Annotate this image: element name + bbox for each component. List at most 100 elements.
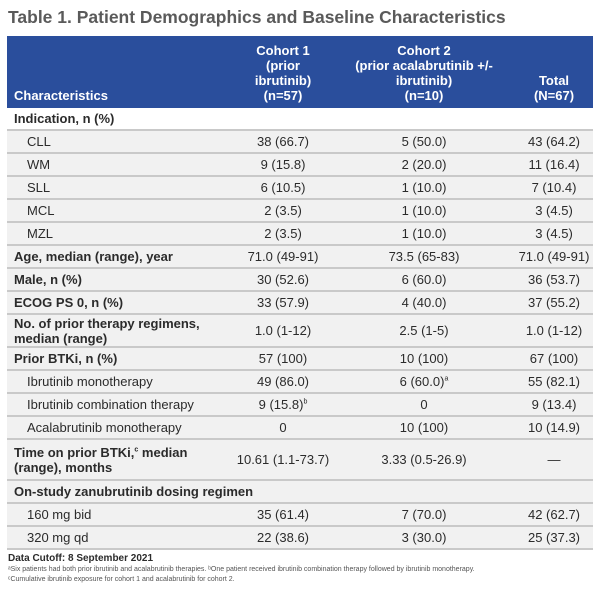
cohort2-value: 6 (60.0)a: [333, 370, 515, 394]
row-label: Age, median (range), year: [7, 245, 233, 269]
table-row: WM 9 (15.8) 2 (20.0) 11 (16.4): [7, 153, 593, 177]
cohort1-value: 6 (10.5): [233, 176, 333, 200]
row-label: WM: [7, 153, 233, 177]
row-label: On-study zanubrutinib dosing regimen: [7, 480, 253, 504]
table-row: Age, median (range), year 71.0 (49-91) 73.…: [7, 245, 593, 269]
cohort2-value: 2.5 (1-5): [333, 314, 515, 348]
table-row: No. of prior therapy regimens, median (r…: [7, 314, 593, 348]
row-label: No. of prior therapy regimens, median (r…: [7, 314, 233, 348]
cohort2-value: 2 (20.0): [333, 153, 515, 177]
header-row: Characteristics Cohort 1 (prior ibrutinib)…: [7, 36, 593, 108]
header-cohort1: Cohort 1 (prior ibrutinib) (n=57): [233, 36, 333, 108]
table-title: Table 1. Patient Demographics and Baseli…: [8, 7, 506, 27]
row-label: Ibrutinib combination therapy: [7, 393, 233, 417]
total-value: —: [515, 439, 593, 481]
row-label: SLL: [7, 176, 233, 200]
table-row: MCL 2 (3.5) 1 (10.0) 3 (4.5): [7, 199, 593, 223]
cohort1-value: 30 (52.6): [233, 268, 333, 292]
cohort2-value: 5 (50.0): [333, 130, 515, 154]
cohort1-value: 9 (15.8)b: [233, 393, 333, 417]
total-value: 10 (14.9): [515, 416, 593, 440]
cohort2-value: 3 (30.0): [333, 526, 515, 550]
total-value: 42 (62.7): [515, 503, 593, 527]
row-label: ECOG PS 0, n (%): [7, 291, 233, 315]
demographics-table: Characteristics Cohort 1 (prior ibrutinib)…: [7, 36, 593, 550]
cohort2-value: [333, 108, 515, 131]
cohort2-value: 3.33 (0.5-26.9): [333, 439, 515, 481]
table-row: Prior BTKi, n (%) 57 (100) 10 (100) 67 (100…: [7, 347, 593, 371]
cohort2-value: 4 (40.0): [333, 291, 515, 315]
total-value: 3 (4.5): [515, 222, 593, 246]
cohort2-value: [333, 480, 515, 504]
total-value: 7 (10.4): [515, 176, 593, 200]
header-total: Total (N=67): [515, 36, 593, 108]
row-label: Male, n (%): [7, 268, 233, 292]
footnote-c: ᶜCumulative ibrutinib exposure for cohor…: [8, 576, 235, 583]
cohort1-value: 2 (3.5): [233, 199, 333, 223]
total-value: [515, 108, 593, 131]
table-row: Acalabrutinib monotherapy 0 10 (100) 10 (14…: [7, 416, 593, 440]
table-row: Ibrutinib combination therapy 9 (15.8)b 0 9…: [7, 393, 593, 417]
cohort1-value: 9 (15.8): [233, 153, 333, 177]
table-row: SLL 6 (10.5) 1 (10.0) 7 (10.4): [7, 176, 593, 200]
cohort1-value: [233, 480, 333, 504]
table-row: Indication, n (%): [7, 108, 593, 131]
table-row: Ibrutinib monotherapy 49 (86.0) 6 (60.0)a 5…: [7, 370, 593, 394]
cohort1-value: 22 (38.6): [233, 526, 333, 550]
total-value: 37 (55.2): [515, 291, 593, 315]
table-row: 320 mg qd 22 (38.6) 3 (30.0) 25 (37.3): [7, 526, 593, 550]
total-value: 9 (13.4): [515, 393, 593, 417]
cohort1-value: 57 (100): [233, 347, 333, 371]
table-row: CLL 38 (66.7) 5 (50.0) 43 (64.2): [7, 130, 593, 154]
row-label: Ibrutinib monotherapy: [7, 370, 233, 394]
table-row: Time on prior BTKi,c median (range), mon…: [7, 439, 593, 481]
cohort1-value: 33 (57.9): [233, 291, 333, 315]
cohort2-value: 1 (10.0): [333, 222, 515, 246]
cohort1-value: [233, 108, 333, 131]
total-value: 1.0 (1-12): [515, 314, 593, 348]
cohort2-value: 1 (10.0): [333, 199, 515, 223]
row-label: Acalabrutinib monotherapy: [7, 416, 233, 440]
row-label: 160 mg bid: [7, 503, 233, 527]
total-value: 67 (100): [515, 347, 593, 371]
cohort2-value: 6 (60.0): [333, 268, 515, 292]
cohort1-value: 49 (86.0): [233, 370, 333, 394]
row-label: Prior BTKi, n (%): [7, 347, 233, 371]
row-label: 320 mg qd: [7, 526, 233, 550]
row-label: Time on prior BTKi,c median (range), mon…: [7, 439, 233, 481]
table-row: On-study zanubrutinib dosing regimen: [7, 480, 593, 504]
cohort1-value: 71.0 (49-91): [233, 245, 333, 269]
cohort2-value: 7 (70.0): [333, 503, 515, 527]
cohort1-value: 2 (3.5): [233, 222, 333, 246]
cohort1-value: 10.61 (1.1-73.7): [233, 439, 333, 481]
total-value: 55 (82.1): [515, 370, 593, 394]
cohort2-value: 1 (10.0): [333, 176, 515, 200]
cohort2-value: 10 (100): [333, 347, 515, 371]
total-value: 43 (64.2): [515, 130, 593, 154]
total-value: 71.0 (49-91): [515, 245, 593, 269]
row-label: MCL: [7, 199, 233, 223]
total-value: 36 (53.7): [515, 268, 593, 292]
header-cohort2: Cohort 2 (prior acalabrutinib +/- ibrutini…: [333, 36, 515, 108]
table-row: 160 mg bid 35 (61.4) 7 (70.0) 42 (62.7): [7, 503, 593, 527]
cohort2-value: 73.5 (65-83): [333, 245, 515, 269]
header-characteristics: Characteristics: [7, 36, 233, 108]
total-value: 3 (4.5): [515, 199, 593, 223]
row-label: Indication, n (%): [7, 108, 233, 131]
data-cutoff: Data Cutoff: 8 September 2021: [8, 553, 154, 564]
table-row: ECOG PS 0, n (%) 33 (57.9) 4 (40.0) 37 (55.…: [7, 291, 593, 315]
cohort2-value: 0: [333, 393, 515, 417]
cohort1-value: 35 (61.4): [233, 503, 333, 527]
row-label: CLL: [7, 130, 233, 154]
table-row: Male, n (%) 30 (52.6) 6 (60.0) 36 (53.7): [7, 268, 593, 292]
footnote-ab: ᵃSix patients had both prior ibrutinib a…: [8, 566, 475, 573]
cohort1-value: 1.0 (1-12): [233, 314, 333, 348]
table-row: MZL 2 (3.5) 1 (10.0) 3 (4.5): [7, 222, 593, 246]
total-value: [515, 480, 593, 504]
total-value: 25 (37.3): [515, 526, 593, 550]
total-value: 11 (16.4): [515, 153, 593, 177]
cohort1-value: 38 (66.7): [233, 130, 333, 154]
cohort2-value: 10 (100): [333, 416, 515, 440]
row-label: MZL: [7, 222, 233, 246]
cohort1-value: 0: [233, 416, 333, 440]
